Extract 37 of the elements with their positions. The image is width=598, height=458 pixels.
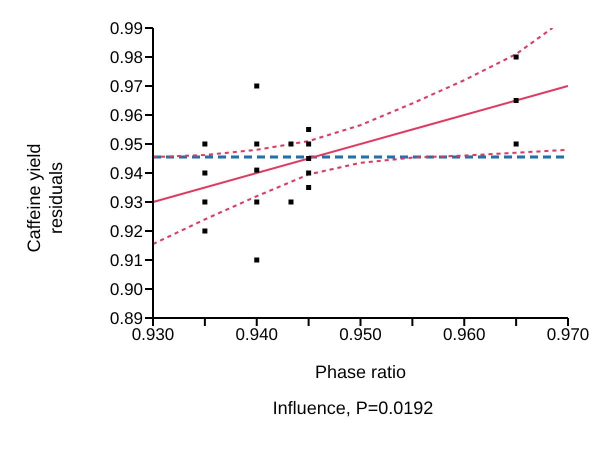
y-tick-label: 0.96 bbox=[110, 106, 143, 126]
point bbox=[306, 156, 312, 161]
point bbox=[254, 84, 260, 88]
text: Influence, P=0.0192 bbox=[272, 398, 434, 419]
point bbox=[254, 142, 260, 146]
x-tick-label: 0.960 bbox=[442, 325, 486, 344]
y-tick-label: 0.92 bbox=[110, 222, 143, 242]
point bbox=[514, 54, 519, 60]
y-tick-label: 0.91 bbox=[110, 251, 143, 270]
y-tick-label: 0.94 bbox=[110, 164, 143, 184]
point bbox=[514, 142, 519, 146]
point bbox=[254, 200, 260, 204]
point bbox=[202, 170, 208, 176]
x-tick-label: 0.940 bbox=[235, 325, 278, 344]
y-tick-label: 0.95 bbox=[110, 135, 143, 154]
y-tick-label: 0.93 bbox=[110, 193, 143, 212]
point bbox=[202, 142, 208, 146]
y-tick-label: 0.97 bbox=[110, 77, 143, 96]
point bbox=[254, 168, 260, 173]
y-tick-label: 0.98 bbox=[110, 48, 143, 68]
x-axis-title: Phase ratio bbox=[314, 362, 406, 382]
point bbox=[202, 228, 208, 234]
y-axis-title: Caffeine yield residuals bbox=[24, 144, 66, 252]
point bbox=[288, 142, 294, 146]
x-tick-label: 0.970 bbox=[546, 325, 590, 344]
point bbox=[306, 142, 312, 146]
point bbox=[254, 258, 260, 262]
point bbox=[514, 98, 519, 103]
point bbox=[288, 200, 294, 204]
point bbox=[306, 185, 312, 190]
line-series bbox=[153, 28, 554, 158]
y-tick-label: 0.99 bbox=[110, 19, 143, 38]
y-tick-label: 0.90 bbox=[110, 280, 143, 300]
x-tick-label: 0.950 bbox=[339, 325, 382, 344]
point bbox=[306, 170, 312, 176]
point bbox=[202, 200, 208, 204]
point bbox=[306, 127, 312, 132]
